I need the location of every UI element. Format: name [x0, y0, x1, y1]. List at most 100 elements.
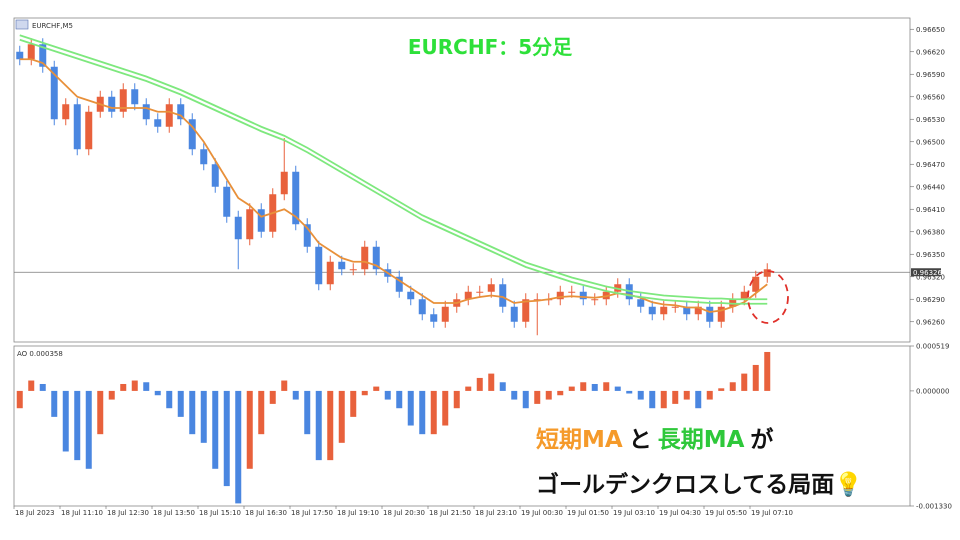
candle-body [763, 269, 771, 277]
candle-body [142, 104, 150, 120]
ao-bar [108, 390, 115, 400]
x-tick-label: 18 Jul 21:50 [429, 509, 471, 517]
candle-body [257, 209, 265, 232]
y-tick-label: 0.96530 [916, 116, 945, 124]
ao-bar [62, 390, 69, 452]
y-tick-label: 0.96260 [916, 318, 945, 326]
x-tick-label: 19 Jul 01:50 [567, 509, 609, 517]
ao-bar [74, 390, 81, 461]
ao-bar [97, 390, 104, 435]
candle-body [108, 96, 116, 112]
ao-bar [568, 386, 575, 391]
y-tick-label: 0.96650 [916, 26, 945, 34]
candle-body [119, 89, 127, 112]
candle-body [16, 51, 24, 60]
symbol-label: EURCHF,M5 [32, 22, 73, 30]
x-tick-label: 18 Jul 19:10 [337, 509, 379, 517]
candle-body [27, 44, 35, 60]
annotation-line1: 短期MA と長期MA が [536, 426, 773, 453]
ao-bar [28, 380, 35, 391]
candle-body [579, 291, 587, 300]
ao-title: AO 0.000358 [17, 350, 63, 358]
candle-body [706, 306, 714, 322]
candle-body [326, 261, 334, 285]
ao-bar [304, 390, 311, 435]
ao-bar [626, 390, 633, 394]
ao-bar [166, 390, 173, 409]
ao-bar [407, 390, 414, 426]
annotation-part: 長期MA [658, 427, 745, 453]
ao-bar [396, 390, 403, 409]
moving-average [19, 38, 768, 305]
ao-bar [603, 382, 610, 391]
candle-body [223, 186, 231, 217]
candle-body [361, 246, 369, 270]
candle-body [292, 171, 300, 225]
candle-body [648, 306, 656, 315]
ao-bar [649, 390, 656, 409]
x-tick-label: 18 Jul 13:50 [153, 509, 195, 517]
candle-body [740, 291, 748, 300]
candle-body [441, 306, 449, 322]
ao-bar [281, 380, 288, 391]
ao-bar [200, 390, 207, 443]
candle-body [568, 291, 576, 293]
ao-bar [189, 390, 196, 435]
x-tick-label: 18 Jul 15:10 [199, 509, 241, 517]
ao-bar [327, 390, 334, 461]
highlight-circle [747, 270, 789, 324]
y-tick-label: 0.000519 [916, 343, 949, 351]
ao-bar [534, 390, 541, 404]
x-tick-label: 19 Jul 00:30 [521, 509, 563, 517]
y-tick-label: 0.96620 [916, 48, 945, 56]
annotation-part: が [750, 426, 773, 453]
current-price-box [911, 268, 941, 277]
candle-body [694, 306, 702, 315]
y-tick-label: -0.001330 [916, 503, 952, 511]
x-tick-label: 19 Jul 03:10 [613, 509, 655, 517]
ao-bar [373, 386, 380, 391]
ao-bar [258, 390, 265, 435]
ao-bar [683, 390, 690, 400]
ao-bar [695, 390, 702, 409]
candle-body [246, 209, 254, 240]
ao-bar [292, 390, 299, 400]
candle-body [50, 66, 58, 120]
ao-bar [637, 390, 644, 400]
ao-bar [212, 390, 219, 469]
ao-bar [361, 390, 368, 396]
ao-bar [545, 390, 552, 400]
x-tick-label: 18 Jul 12:30 [107, 509, 149, 517]
candle-body [683, 306, 691, 315]
ao-bar [499, 382, 506, 391]
candle-body [303, 224, 311, 247]
annotation-part: と [629, 427, 652, 453]
candle-body [418, 299, 426, 315]
candle-body [85, 111, 93, 150]
candle-body [510, 306, 518, 322]
candle-body [395, 276, 403, 292]
candle-body [660, 306, 668, 315]
y-tick-label: 0.96560 [916, 93, 945, 101]
y-tick-label: 0.96350 [916, 251, 945, 259]
ao-bar [39, 383, 46, 391]
chart-title: EURCHF：5分足 [408, 35, 573, 59]
candle-body [154, 119, 162, 127]
ao-bar [350, 390, 357, 417]
x-tick-label: 18 Jul 23:10 [475, 509, 517, 517]
y-tick-label: 0.96590 [916, 71, 945, 79]
ao-bar [419, 390, 426, 435]
ao-bar [120, 383, 127, 391]
candle-body [499, 284, 507, 307]
y-tick-label: 0.96410 [916, 206, 945, 214]
ao-bar [85, 390, 92, 469]
moving-average [19, 58, 768, 313]
y-tick-label: 0.96320 [916, 273, 945, 281]
ao-bar [660, 390, 667, 409]
moving-average [19, 34, 768, 301]
candle-body [200, 149, 208, 165]
candle-body [487, 284, 495, 292]
ao-bar [476, 377, 483, 391]
